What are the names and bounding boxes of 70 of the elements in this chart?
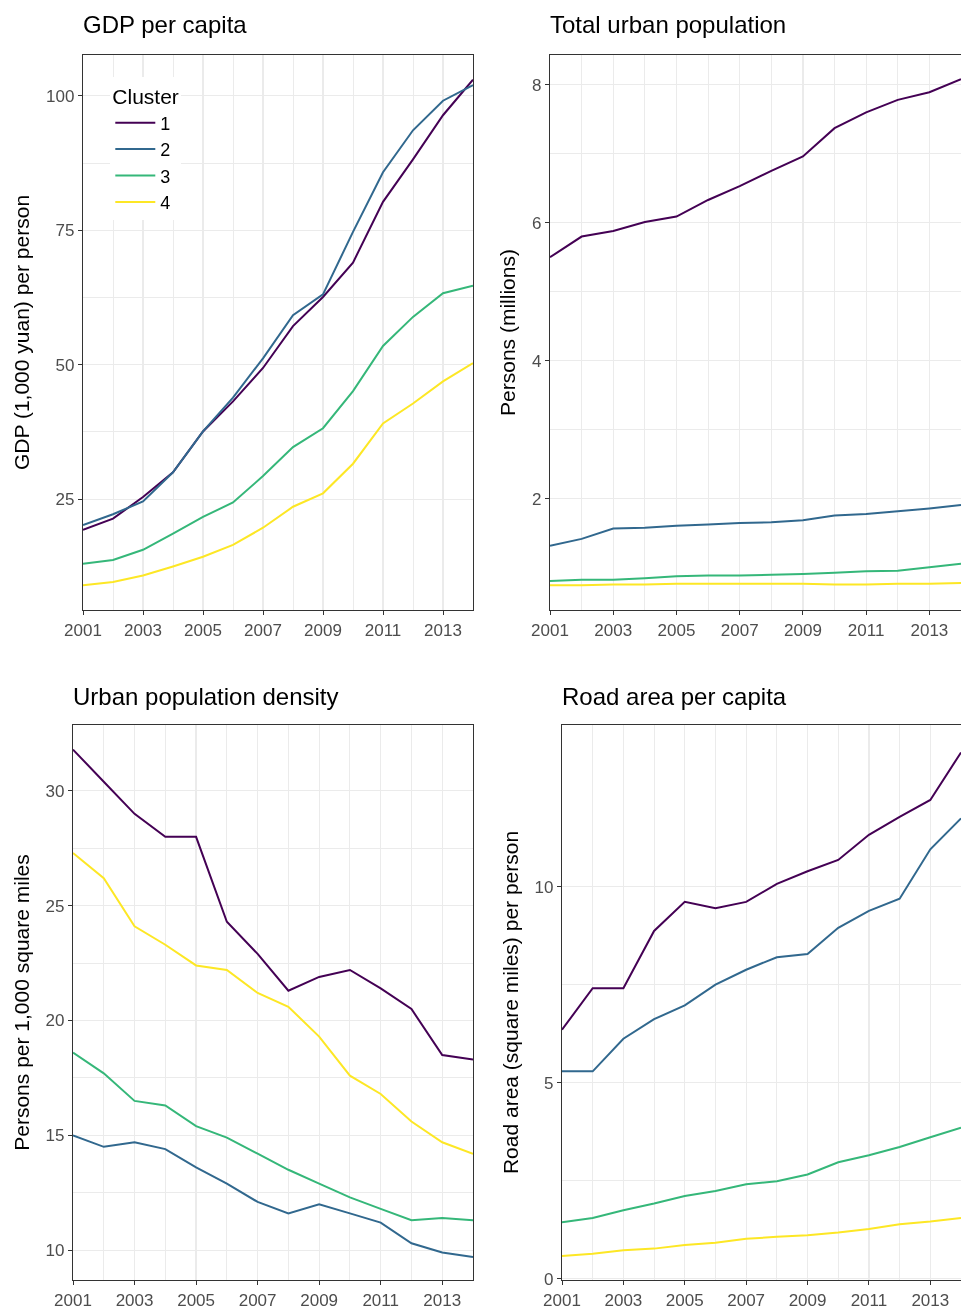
x-tick-label: 2005 — [657, 620, 696, 640]
legend-label: 3 — [160, 166, 171, 187]
line-series — [73, 1134, 473, 1259]
x-tick-label: 2001 — [531, 620, 569, 640]
line-series — [83, 362, 473, 587]
line-series — [550, 562, 961, 583]
x-tick-label: 2013 — [911, 1290, 950, 1310]
x-tick-label: 2011 — [362, 1290, 399, 1310]
line-series — [73, 851, 473, 1155]
x-tick-label: 2005 — [184, 620, 222, 640]
x-tick-label: 2009 — [788, 1290, 827, 1310]
y-tick-label: 75 — [55, 221, 75, 241]
line-series — [562, 751, 961, 1031]
y-tick-label: 25 — [55, 490, 75, 510]
x-tick-label: 2013 — [424, 620, 462, 640]
x-tick-label: 2007 — [720, 620, 759, 640]
y-tick-label: 5 — [543, 1073, 554, 1093]
legend-label: 2 — [160, 140, 171, 161]
x-tick-label: 2011 — [364, 620, 402, 640]
x-tick-label: 2007 — [244, 620, 282, 640]
x-tick-label: 2003 — [594, 620, 633, 640]
y-tick-label: 10 — [45, 1241, 65, 1261]
y-tick-label: 20 — [45, 1011, 65, 1031]
x-tick-label: 2009 — [300, 1290, 339, 1310]
y-tick-label: 0 — [543, 1269, 554, 1289]
x-tick-label: 2003 — [124, 620, 162, 640]
y-tick-label: 50 — [55, 355, 75, 375]
chart-title: Road area per capita — [562, 683, 787, 711]
x-tick-label: 2009 — [304, 620, 342, 640]
x-tick-label: 2001 — [543, 1290, 581, 1310]
line-series — [73, 748, 473, 1061]
x-tick-label: 2001 — [54, 1290, 92, 1310]
line-series — [83, 284, 473, 565]
legend-label: 4 — [160, 192, 171, 213]
legend-label: 1 — [160, 113, 171, 134]
x-tick-label: 2003 — [115, 1290, 154, 1310]
chart-title: GDP per capita — [83, 11, 248, 39]
line-series — [562, 1217, 961, 1258]
y-tick-label: 6 — [531, 213, 542, 233]
y-axis-title: Persons per 1,000 square miles — [9, 854, 33, 1151]
y-axis-title: Persons (millions) — [496, 249, 520, 416]
y-tick-label: 30 — [45, 781, 65, 801]
chart-title: Urban population density — [73, 683, 339, 711]
x-tick-label: 2003 — [604, 1290, 643, 1310]
y-tick-label: 4 — [531, 351, 542, 371]
x-tick-label: 2013 — [910, 620, 949, 640]
x-tick-label: 2007 — [727, 1290, 766, 1310]
chart-title: Total urban population — [550, 11, 787, 39]
y-tick-label: 8 — [531, 75, 542, 95]
line-series — [550, 504, 961, 547]
y-axis-title: Road area (square miles) per person — [498, 830, 522, 1175]
x-tick-label: 2005 — [665, 1290, 704, 1310]
line-series — [550, 78, 961, 259]
line-series — [562, 817, 961, 1073]
x-tick-label: 2007 — [238, 1290, 277, 1310]
y-axis-title: GDP (1,000 yuan) per person — [10, 194, 34, 471]
y-tick-label: 100 — [46, 86, 75, 106]
x-tick-label: 2001 — [64, 620, 102, 640]
x-tick-label: 2011 — [847, 620, 885, 640]
x-tick-label: 2013 — [423, 1290, 462, 1310]
line-series — [73, 1051, 473, 1222]
x-tick-label: 2009 — [784, 620, 822, 640]
y-tick-label: 2 — [531, 489, 542, 509]
x-tick-label: 2005 — [177, 1290, 215, 1310]
legend-title: Cluster — [112, 85, 179, 109]
x-tick-label: 2011 — [850, 1290, 888, 1310]
y-tick-label: 15 — [45, 1126, 65, 1146]
y-tick-label: 10 — [534, 877, 554, 897]
line-series — [562, 1126, 961, 1224]
y-tick-label: 25 — [45, 896, 65, 916]
